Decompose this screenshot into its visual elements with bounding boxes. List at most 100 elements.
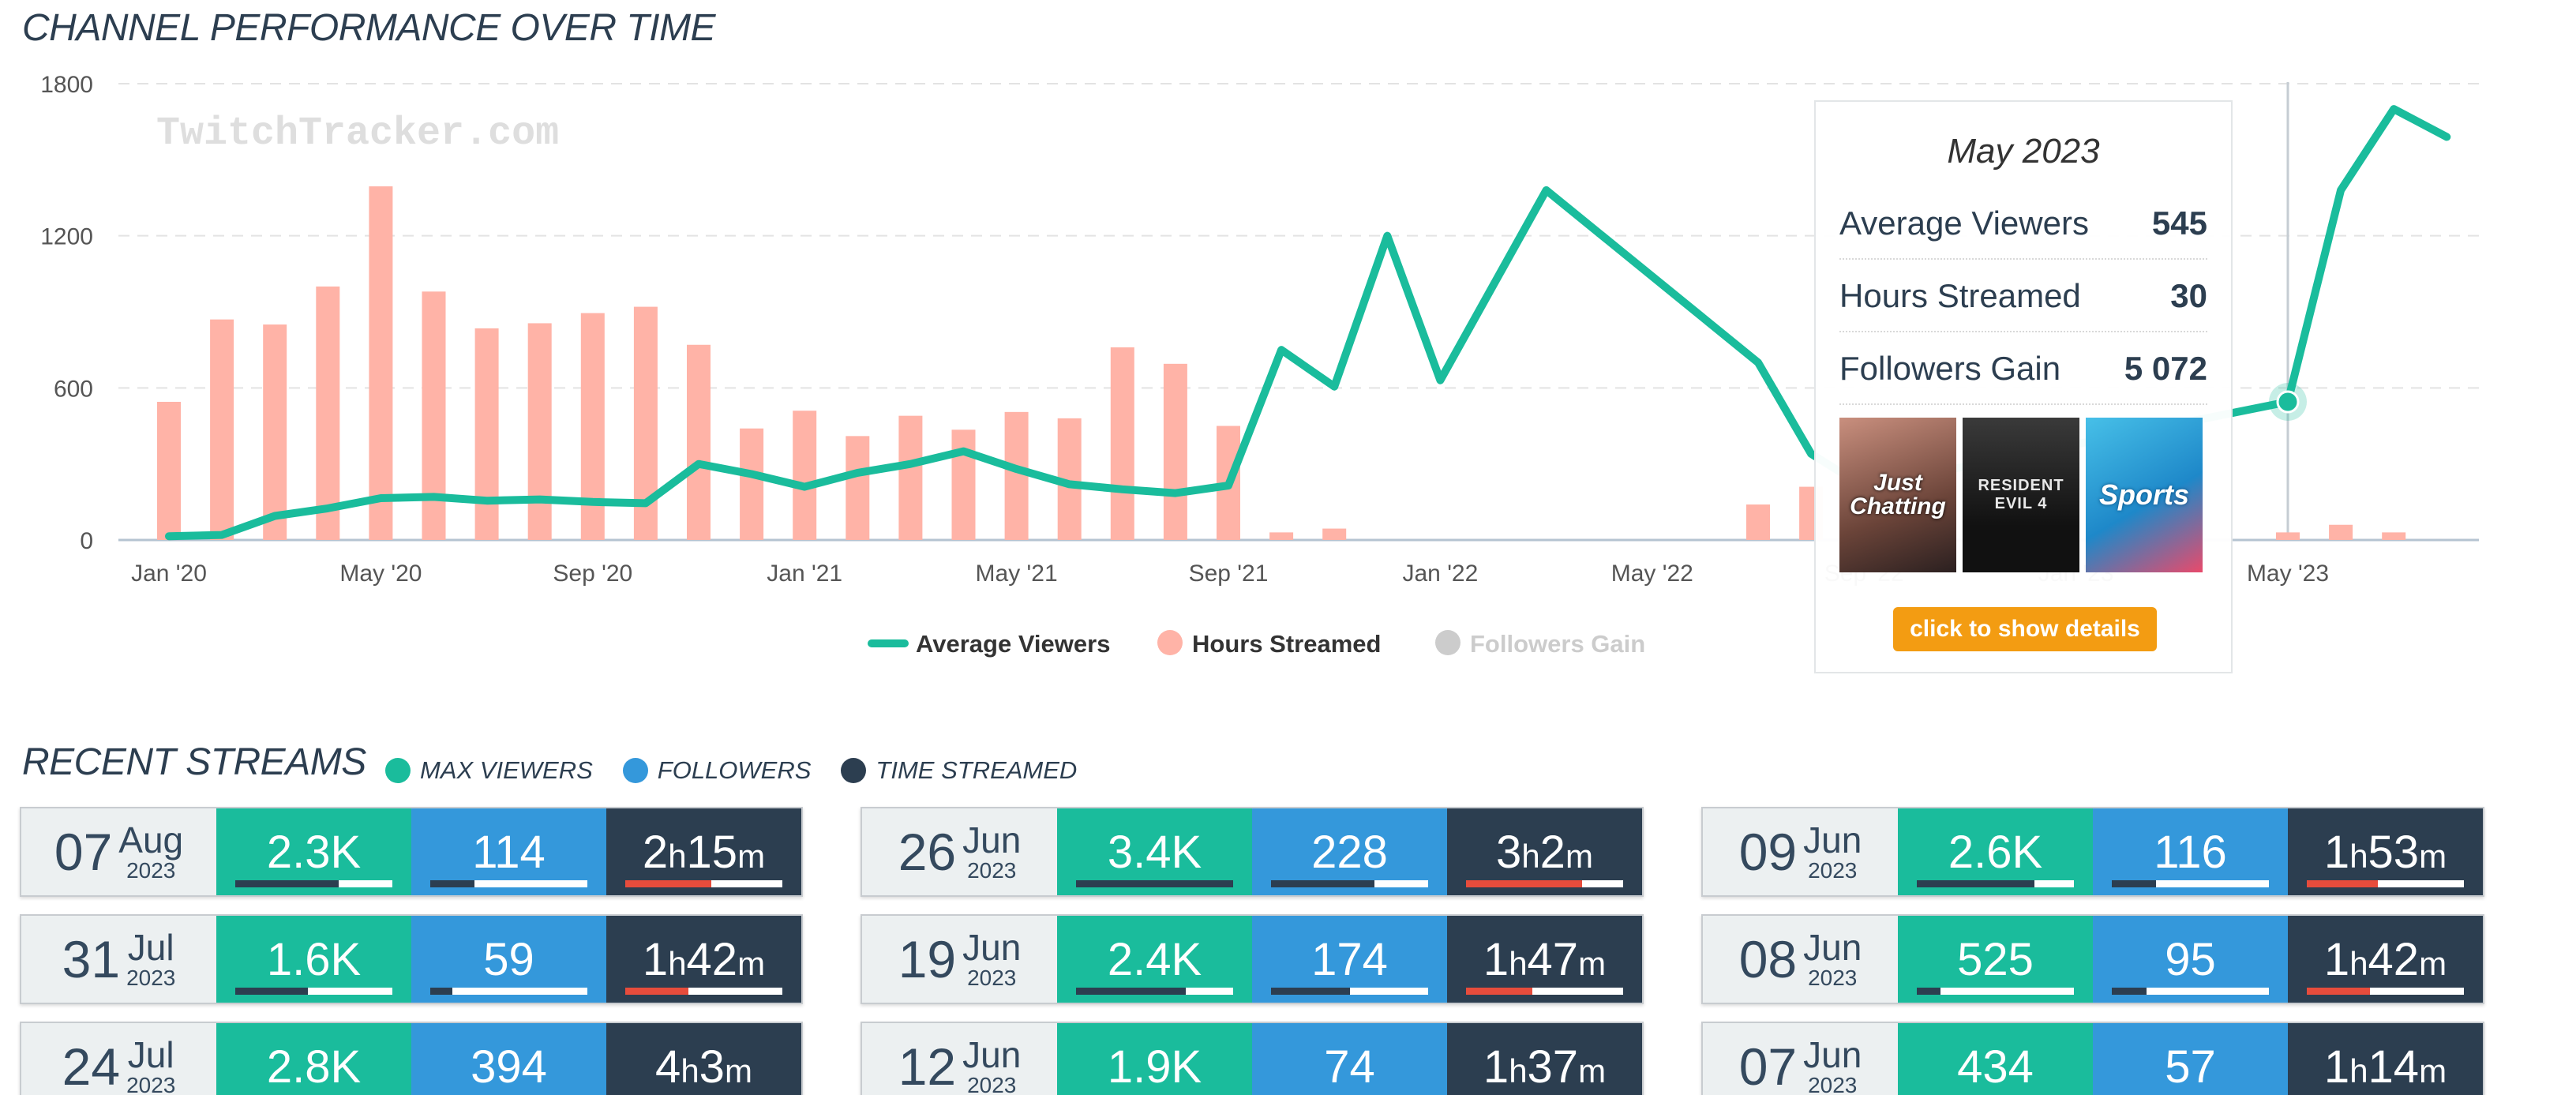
max-viewers-bar — [1917, 988, 2074, 995]
hours-streamed-bar[interactable] — [846, 436, 870, 540]
stream-card[interactable]: 07 Aug 2023 2.3K 114 2h15m — [20, 807, 803, 897]
x-tick-label: May '23 — [2247, 561, 2329, 587]
average-viewers-line[interactable] — [165, 105, 2451, 541]
stream-time: 1h42m — [606, 916, 801, 1003]
thumbnail-label: Just Chatting — [1850, 470, 1946, 519]
time-streamed-bar-fill — [1466, 880, 1583, 887]
tooltip-label: Average Viewers — [1839, 204, 2089, 242]
stream-card[interactable]: 12 Jun 2023 1.9K 74 1h37m — [861, 1022, 1644, 1095]
stream-time: 3h2m — [1447, 808, 1642, 895]
max-viewers-bar — [235, 988, 392, 995]
stream-card[interactable]: 31 Jul 2023 1.6K 59 1h42m — [20, 914, 803, 1004]
hours-streamed-bar[interactable] — [1269, 532, 1294, 540]
legend-label: Average Viewers — [916, 630, 1110, 658]
followers-bar-fill — [430, 880, 474, 887]
hours-streamed-bar[interactable] — [474, 328, 499, 540]
hours-streamed-bar[interactable] — [740, 428, 764, 540]
hours-streamed-bar[interactable] — [210, 319, 234, 540]
followers-value: 57 — [2165, 1041, 2216, 1093]
stream-max-viewers: 2.6K — [1898, 808, 2093, 895]
hours-streamed-bar[interactable] — [1163, 363, 1187, 540]
stream-day: 08 — [1738, 930, 1798, 988]
stream-card[interactable]: 09 Jun 2023 2.6K 116 1h53m — [1701, 807, 2484, 897]
stream-month-year: Jun 2023 — [962, 822, 1021, 882]
x-tick-label: May '22 — [1611, 561, 1693, 587]
stream-followers: 95 — [2093, 916, 2288, 1003]
stream-day: 09 — [1738, 823, 1798, 881]
followers-bar — [430, 880, 587, 887]
time-streamed-value: 3h2m — [1496, 826, 1593, 878]
followers-bar-fill — [430, 988, 452, 995]
max-viewers-value: 1.6K — [266, 933, 362, 985]
stream-card[interactable]: 24 Jul 2023 2.8K 394 4h3m — [20, 1022, 803, 1095]
hours-streamed-bar[interactable] — [687, 344, 711, 540]
max-viewers-bar — [1076, 988, 1233, 995]
max-viewers-bar-fill — [235, 988, 308, 995]
hours-streamed-bar[interactable] — [2382, 532, 2406, 540]
stream-time: 1h42m — [2288, 916, 2483, 1003]
stream-followers: 74 — [1252, 1023, 1447, 1095]
time-streamed-bar — [2307, 988, 2464, 995]
time-streamed-value: 1h14m — [2323, 1041, 2447, 1093]
max-viewers-value: 2.3K — [266, 826, 362, 878]
hours-streamed-bar[interactable] — [263, 324, 287, 540]
hours-streamed-bar[interactable] — [1004, 411, 1029, 540]
time-hours: 1 — [642, 933, 669, 985]
stream-month-year: Jul 2023 — [126, 1037, 175, 1095]
stream-card[interactable]: 19 Jun 2023 2.4K 174 1h47m — [861, 914, 1644, 1004]
hours-streamed-bar[interactable] — [157, 401, 181, 540]
stream-followers: 116 — [2093, 808, 2288, 895]
hours-streamed-bar[interactable] — [1110, 347, 1134, 540]
hover-point[interactable] — [2276, 390, 2300, 414]
legend-item-hours-streamed[interactable]: Hours Streamed — [1157, 630, 1381, 658]
followers-value: 59 — [483, 933, 534, 985]
time-minutes: 53 — [2368, 826, 2420, 878]
followers-value: 228 — [1311, 826, 1388, 878]
stream-month: Jun — [962, 819, 1022, 861]
legend-label: TIME STREAMED — [876, 756, 1078, 784]
max-viewers-bar — [235, 880, 392, 887]
stream-year: 2023 — [126, 966, 176, 990]
recent-legend-item: MAX VIEWERS — [385, 756, 593, 785]
hours-streamed-bar[interactable] — [2276, 532, 2300, 540]
stream-card[interactable]: 08 Jun 2023 525 95 1h42m — [1701, 914, 2484, 1004]
nintendo-switch-sports-thumbnail[interactable]: Sports — [2086, 418, 2203, 572]
hours-streamed-bar[interactable] — [951, 429, 976, 540]
time-streamed-value: 2h15m — [642, 826, 766, 878]
hours-streamed-bar[interactable] — [527, 323, 552, 540]
legend-label: Followers Gain — [1470, 630, 1645, 658]
hours-streamed-bar[interactable] — [793, 411, 817, 540]
time-streamed-bar — [1466, 880, 1623, 887]
stream-year: 2023 — [1808, 858, 1858, 883]
stream-month: Jun — [962, 927, 1022, 968]
followers-value: 174 — [1311, 933, 1388, 985]
stream-month: Jun — [1803, 927, 1862, 968]
stream-max-viewers: 525 — [1898, 916, 2093, 1003]
stream-card[interactable]: 07 Jun 2023 434 57 1h14m — [1701, 1022, 2484, 1095]
stream-day: 26 — [898, 823, 957, 881]
x-tick-label: May '21 — [976, 561, 1058, 587]
legend-dot — [385, 758, 411, 783]
hours-streamed-bar[interactable] — [1322, 528, 1347, 540]
time-hours: 1 — [2323, 933, 2350, 985]
tooltip-value: 5 072 — [2124, 350, 2207, 387]
watermark: TwitchTracker.com — [156, 111, 559, 156]
just-chatting-thumbnail[interactable]: Just Chatting — [1839, 418, 1956, 572]
stream-followers: 228 — [1252, 808, 1447, 895]
stream-month-year: Jun 2023 — [1803, 1037, 1862, 1095]
hours-streamed-bar[interactable] — [898, 415, 923, 540]
legend-item-average-viewers[interactable]: Average Viewers — [868, 630, 1110, 658]
legend-item-followers-gain[interactable]: Followers Gain — [1435, 630, 1645, 658]
hours-streamed-bar[interactable] — [422, 291, 446, 540]
stream-month: Jun — [1803, 819, 1862, 861]
hours-streamed-bar[interactable] — [1746, 504, 1770, 540]
hours-streamed-bar[interactable] — [369, 186, 393, 541]
resident-evil-4-thumbnail[interactable]: RESIDENT EVIL 4 — [1963, 418, 2079, 572]
stream-card[interactable]: 26 Jun 2023 3.4K 228 3h2m — [861, 807, 1644, 897]
show-details-button[interactable]: click to show details — [1893, 607, 2157, 651]
hours-streamed-bar[interactable] — [316, 286, 340, 540]
x-tick-label: Sep '21 — [1189, 561, 1269, 587]
time-minutes: 3 — [699, 1041, 725, 1093]
hours-streamed-bar[interactable] — [2329, 524, 2353, 540]
tooltip-value: 545 — [2151, 204, 2207, 242]
